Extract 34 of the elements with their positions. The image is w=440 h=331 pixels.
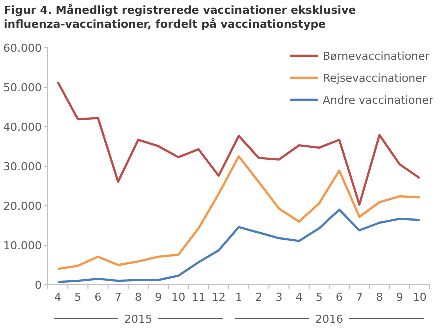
x-tick-label: 11: [192, 291, 206, 304]
x-tick-label: 7: [114, 291, 122, 304]
x-tick-label: 8: [134, 291, 142, 304]
legend-label: Andre vaccinationer: [323, 94, 434, 107]
line-series: [56, 156, 422, 270]
x-tick-label: 8: [376, 291, 384, 304]
text: 2016: [315, 312, 344, 326]
x-tick-label: 3: [276, 291, 283, 304]
line-series: [56, 208, 422, 284]
y-tick-label: 30.000: [4, 160, 42, 174]
legend-label: Børnevaccinationer: [323, 50, 430, 63]
x-tick-label: 9: [396, 291, 404, 304]
x-tick-label: 2: [256, 291, 263, 304]
x-tick-label: 9: [155, 291, 162, 304]
x-tick-label: 6: [94, 291, 102, 304]
x-tick-label: 1: [236, 291, 242, 304]
x-tick-label: 5: [316, 291, 323, 304]
y-tick-label: 0: [35, 278, 42, 292]
chart-title: Figur 4. Månedligt registrerede vaccinationer eksklusive influenza-vaccinationer, fordelt på vaccinationstype: [4, 4, 356, 31]
x-tick-label: 12: [212, 291, 226, 304]
x-tick-label: 4: [296, 291, 303, 304]
x-tick-label: 7: [356, 291, 364, 304]
text: 2015: [124, 312, 152, 326]
x-tick-label: 6: [336, 291, 344, 304]
x-tick-label: 10: [412, 291, 427, 304]
x-tick-label: 5: [74, 291, 82, 304]
x-tick-label: 10: [172, 291, 186, 304]
y-tick-label: 10.000: [4, 239, 42, 252]
y-tick-label: 20.000: [4, 200, 42, 213]
x-tick-label: 4: [54, 291, 62, 304]
y-tick-label: 60.000: [4, 42, 42, 55]
y-tick-label: 50.000: [4, 81, 42, 94]
legend-label: Rejsevaccinationer: [323, 72, 428, 85]
y-tick-label: 40.000: [4, 120, 42, 134]
